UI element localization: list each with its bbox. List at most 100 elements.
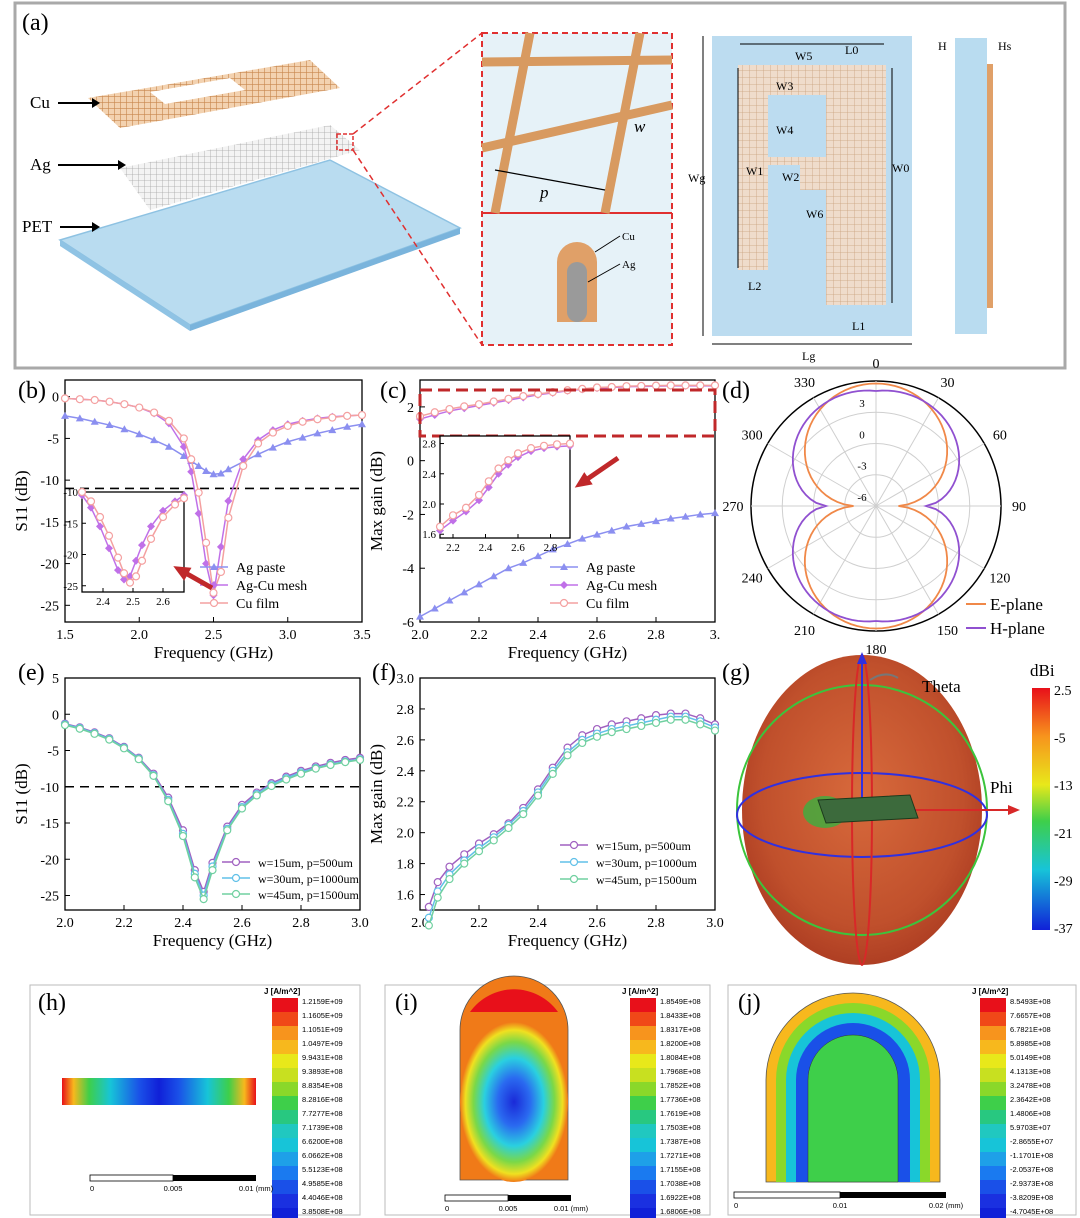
data-point bbox=[445, 404, 454, 414]
data-point bbox=[519, 558, 528, 566]
colorbar-swatch bbox=[630, 1026, 656, 1040]
scalebar-label: 0 bbox=[734, 1201, 738, 1210]
data-point bbox=[357, 410, 367, 420]
data-point bbox=[475, 580, 483, 588]
data-point bbox=[460, 402, 469, 411]
colorbar-swatch bbox=[630, 1166, 656, 1180]
data-point bbox=[105, 397, 114, 406]
x-tick-label: 2.6 bbox=[233, 916, 251, 931]
scalebar-label: 0 bbox=[445, 1204, 449, 1213]
y-tick-label: 0 bbox=[52, 391, 59, 406]
heatmap-frame bbox=[29, 984, 361, 1216]
x-tick-label: 3.5 bbox=[353, 628, 371, 643]
pet-edge-front bbox=[190, 228, 460, 331]
colorbar-tick-label: -4.7045E+08 bbox=[1010, 1207, 1053, 1216]
data-point bbox=[237, 804, 247, 813]
data-point bbox=[216, 567, 226, 577]
scalebar-label: 0.005 bbox=[499, 1204, 518, 1213]
data-point bbox=[313, 415, 322, 424]
scalebar-white bbox=[733, 1191, 841, 1199]
x-tick-label: 2.0 bbox=[131, 628, 149, 643]
polar-spoke bbox=[813, 505, 877, 615]
data-point bbox=[267, 781, 276, 791]
antenna-dimension-drawing: L0 W5 W3 W4 W1 W2 W6 Wg W0 L2 L1 Lg bbox=[688, 36, 912, 363]
inset-data-point bbox=[95, 512, 105, 522]
colorbar-tick-label: 6.6200E+08 bbox=[302, 1137, 343, 1146]
colorbar-swatch bbox=[980, 1068, 1006, 1082]
pattern-colorbar-tick: -5 bbox=[1054, 732, 1066, 747]
data-point bbox=[578, 534, 587, 542]
data-point bbox=[190, 873, 199, 882]
data-point bbox=[343, 411, 352, 420]
data-point bbox=[187, 455, 196, 464]
colorbar-tick-label: 5.0149E+08 bbox=[1010, 1053, 1051, 1062]
colorbar-swatch bbox=[272, 1208, 298, 1218]
inset-data-point bbox=[104, 531, 114, 540]
inset-data-point bbox=[448, 511, 458, 520]
y-tick-label: 2.2 bbox=[397, 796, 415, 811]
inset-y-tick-label: -25 bbox=[63, 581, 78, 593]
dim-W3: W3 bbox=[776, 79, 793, 93]
colorbar-tick-label: 5.8985E+08 bbox=[1010, 1039, 1051, 1048]
x-axis-label: Frequency (GHz) bbox=[154, 643, 273, 662]
data-point bbox=[651, 718, 661, 727]
legend-label: w=15um, p=500um bbox=[258, 856, 354, 870]
colorbar-tick-label: 5.9703E+07 bbox=[1010, 1123, 1051, 1132]
inset-data-point bbox=[494, 464, 503, 473]
data-point bbox=[311, 764, 320, 773]
colorbar-tick-label: 3.8508E+08 bbox=[302, 1207, 343, 1216]
heatmap-frame bbox=[727, 984, 1077, 1216]
mesh-wires bbox=[481, 32, 673, 214]
data-point bbox=[430, 408, 439, 417]
x-tick-label: 3.0 bbox=[706, 916, 724, 931]
chart-e: 2.0 2.2 2.4 2.6 2.8 3.0 5 0 -5 -10 -15 -20 -25 Freque… bbox=[12, 672, 369, 950]
data-point bbox=[326, 760, 335, 770]
data-point bbox=[504, 823, 513, 833]
inset-data-point bbox=[158, 512, 168, 522]
colorbar-swatch bbox=[980, 1110, 1006, 1124]
data-point bbox=[652, 517, 660, 525]
colorbar-swatch bbox=[630, 1138, 656, 1152]
legend-marker bbox=[231, 889, 241, 899]
y-tick-label: 1.8 bbox=[397, 858, 415, 873]
pitch-arrow bbox=[494, 169, 606, 191]
colorbar-swatch bbox=[630, 1208, 656, 1218]
heatmap-i: J [A/m^2]1.8549E+08 1.8433E+08 1.8317E+08 1… bbox=[384, 975, 711, 1218]
colorbar-tick-label: 7.1739E+08 bbox=[302, 1123, 343, 1132]
inset-data-point bbox=[96, 522, 104, 531]
scalebar-label: 0.01 (mm) bbox=[239, 1184, 274, 1193]
cu-slot bbox=[150, 78, 245, 104]
data-point bbox=[224, 497, 233, 505]
inset-c: 2.2 2.4 2.6 2.8 2.8 2.4 2.0 1.6 bbox=[422, 435, 575, 554]
colorbar-tick-label: 1.7038E+08 bbox=[660, 1179, 701, 1188]
x-tick-label: 2.6 bbox=[588, 628, 606, 643]
colorbar-tick-label: 1.1605E+09 bbox=[302, 1011, 343, 1020]
heatmap-frame bbox=[384, 984, 711, 1216]
data-point bbox=[313, 429, 322, 437]
data-point bbox=[120, 425, 129, 433]
data-point bbox=[149, 771, 158, 780]
data-point bbox=[216, 542, 225, 551]
wire-cross-section bbox=[62, 1078, 256, 1105]
colorbar-tick-label: 8.2816E+08 bbox=[302, 1095, 343, 1104]
top-hotspot bbox=[470, 989, 558, 1012]
pattern-colorbar bbox=[1032, 688, 1050, 930]
data-point bbox=[445, 862, 454, 871]
data-point bbox=[120, 400, 129, 409]
colorbar-tick-label: 1.8433E+08 bbox=[660, 1011, 701, 1020]
y-tick-label: -25 bbox=[40, 890, 59, 905]
y-axis-label: S11 (dB) bbox=[12, 763, 31, 824]
polar-spoke bbox=[875, 397, 939, 507]
x-tick-label: 2.4 bbox=[529, 628, 547, 643]
phi-label: Phi bbox=[990, 778, 1013, 797]
inset-data-point bbox=[539, 441, 549, 450]
data-point bbox=[328, 426, 337, 434]
colorbar-swatch bbox=[272, 1194, 298, 1208]
x-axis-label: Frequency (GHz) bbox=[508, 931, 627, 950]
data-point bbox=[283, 421, 292, 430]
data-point bbox=[239, 455, 248, 464]
data-point bbox=[622, 522, 631, 530]
y-tick-label: 2 bbox=[407, 401, 414, 416]
inset-data-point bbox=[114, 566, 122, 575]
inset-x-tick-label: 2.8 bbox=[544, 542, 558, 554]
